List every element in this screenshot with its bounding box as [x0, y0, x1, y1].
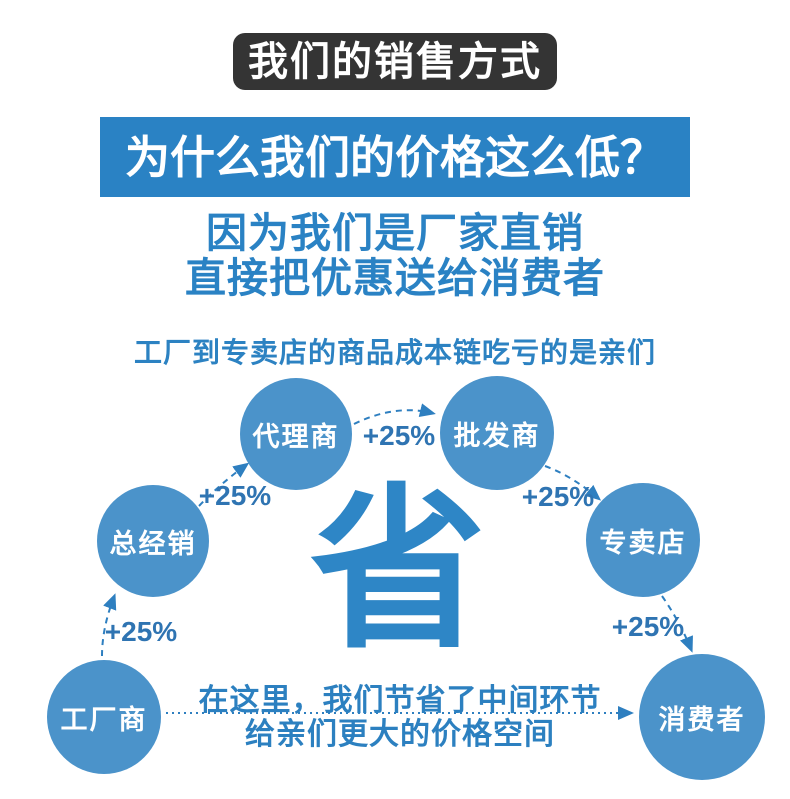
node-agent: 代理商: [240, 378, 352, 490]
savings-note-line2: 给亲们更大的价格空间: [245, 718, 555, 751]
arrow-factory-to-general-distributor: [101, 593, 117, 657]
markup-label-factory-to-general: +25%: [104, 616, 178, 647]
arrow-store-to-consumer: [661, 595, 693, 653]
node-wholesaler: 批发商: [440, 376, 554, 490]
cost-chain-subtitle: 工厂到专卖店的商品成本链吃亏的是亲们: [133, 337, 656, 368]
sales-method-badge: 我们的销售方式: [233, 33, 557, 90]
node-factory: 工厂商: [47, 660, 161, 774]
savings-note: 在这里，我们节省了中间环节 给亲们更大的价格空间: [95, 684, 705, 752]
factory-direct-heading-line2: 直接把优惠送给消费者: [185, 255, 605, 301]
arrow-wholesaler-to-store: [544, 465, 602, 501]
factory-direct-heading-line1: 因为我们是厂家直销: [206, 210, 584, 256]
markup-label-store-to-consumer: +25%: [611, 611, 685, 642]
markup-label-wholesaler-to-store: +25%: [521, 481, 595, 512]
node-store: 专卖店: [586, 483, 700, 597]
markup-label-agent-to-wholesaler: +25%: [362, 420, 436, 451]
factory-direct-heading: 因为我们是厂家直销 直接把优惠送给消费者: [0, 211, 790, 301]
save-character: 省: [309, 473, 486, 669]
why-low-price-banner: 为什么我们的价格这么低？: [100, 117, 690, 197]
savings-note-line1: 在这里，我们节省了中间环节: [198, 684, 602, 717]
markup-label-general-to-agent: +25%: [198, 480, 272, 511]
node-consumer: 消费者: [639, 654, 765, 780]
node-general-distributor: 总经销: [97, 485, 209, 597]
arrow-general-distributor-to-agent: [198, 462, 250, 507]
